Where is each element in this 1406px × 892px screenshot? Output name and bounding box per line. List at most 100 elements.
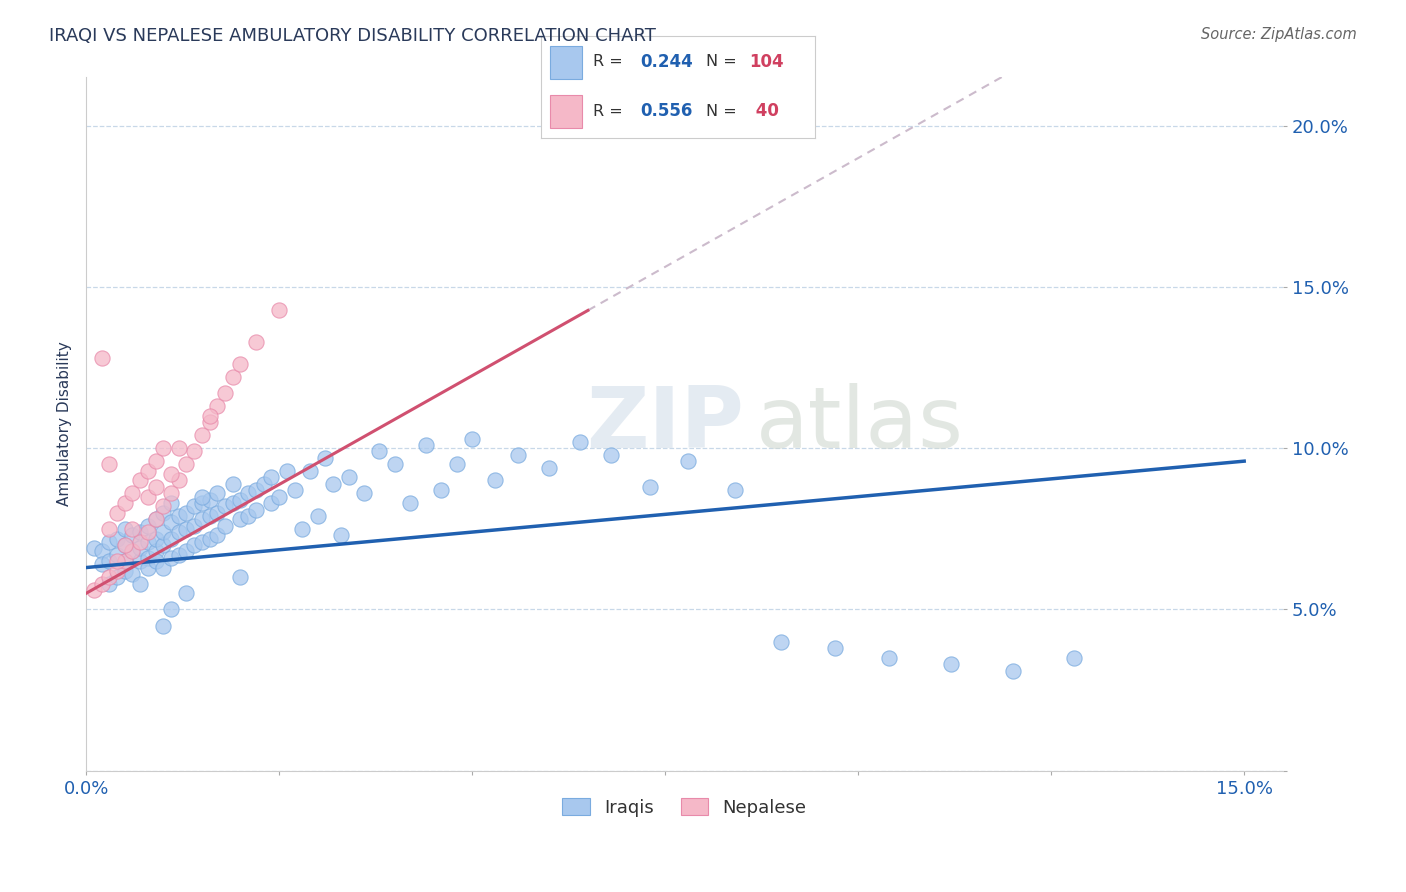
- Y-axis label: Ambulatory Disability: Ambulatory Disability: [58, 342, 72, 507]
- Point: [83, 541, 105, 556]
- Point: [260, 470, 283, 484]
- Point: [484, 474, 506, 488]
- Point: [353, 486, 375, 500]
- Point: [245, 334, 267, 349]
- Point: [145, 512, 167, 526]
- Point: [129, 525, 152, 540]
- Point: [824, 641, 846, 656]
- Point: [253, 476, 276, 491]
- Point: [83, 583, 105, 598]
- Point: [245, 502, 267, 516]
- Point: [191, 428, 214, 442]
- Point: [98, 554, 121, 568]
- Point: [191, 490, 214, 504]
- Point: [121, 522, 143, 536]
- Point: [98, 522, 121, 536]
- Point: [152, 525, 174, 540]
- Point: [238, 508, 260, 523]
- Point: [176, 586, 198, 600]
- Point: [121, 567, 143, 582]
- Point: [114, 538, 136, 552]
- Point: [183, 538, 205, 552]
- Point: [121, 544, 143, 558]
- Point: [183, 444, 205, 458]
- Point: [136, 518, 159, 533]
- Point: [183, 518, 205, 533]
- Point: [1063, 650, 1085, 665]
- Point: [238, 486, 260, 500]
- Point: [769, 634, 792, 648]
- Point: [145, 454, 167, 468]
- Point: [145, 532, 167, 546]
- Point: [152, 442, 174, 456]
- Point: [136, 525, 159, 540]
- Point: [198, 508, 221, 523]
- Point: [160, 550, 183, 565]
- Point: [145, 480, 167, 494]
- Bar: [550, 95, 582, 128]
- Point: [145, 554, 167, 568]
- Point: [136, 490, 159, 504]
- Point: [276, 464, 298, 478]
- Point: [461, 432, 484, 446]
- Point: [229, 358, 252, 372]
- Point: [939, 657, 962, 672]
- Point: [90, 558, 112, 572]
- Point: [322, 476, 344, 491]
- Point: [98, 576, 121, 591]
- Text: 0.556: 0.556: [640, 102, 692, 120]
- Point: [167, 525, 190, 540]
- Point: [105, 506, 128, 520]
- Point: [329, 528, 352, 542]
- Point: [446, 458, 468, 472]
- Point: [105, 548, 128, 562]
- Point: [152, 538, 174, 552]
- Point: [260, 496, 283, 510]
- Point: [222, 496, 245, 510]
- Point: [368, 444, 391, 458]
- Point: [145, 544, 167, 558]
- Point: [152, 618, 174, 632]
- Point: [538, 460, 561, 475]
- Point: [191, 512, 214, 526]
- Point: [176, 544, 198, 558]
- Point: [222, 370, 245, 384]
- Point: [1001, 664, 1024, 678]
- Point: [160, 532, 183, 546]
- Point: [129, 541, 152, 556]
- Point: [678, 454, 700, 468]
- Point: [229, 492, 252, 507]
- Point: [508, 448, 530, 462]
- Point: [176, 506, 198, 520]
- Point: [105, 554, 128, 568]
- Point: [129, 554, 152, 568]
- Point: [136, 464, 159, 478]
- Point: [114, 522, 136, 536]
- Point: [114, 538, 136, 552]
- Text: N =: N =: [706, 54, 742, 70]
- Point: [129, 576, 152, 591]
- Point: [222, 476, 245, 491]
- Point: [198, 416, 221, 430]
- Legend: Iraqis, Nepalese: Iraqis, Nepalese: [555, 791, 814, 824]
- Point: [384, 458, 406, 472]
- Point: [114, 554, 136, 568]
- Point: [160, 496, 183, 510]
- Point: [136, 550, 159, 565]
- Point: [167, 508, 190, 523]
- Text: 0.244: 0.244: [640, 53, 693, 70]
- Point: [207, 486, 229, 500]
- Point: [207, 400, 229, 414]
- Point: [399, 496, 422, 510]
- Point: [198, 492, 221, 507]
- Point: [105, 570, 128, 584]
- Text: N =: N =: [706, 103, 742, 119]
- Point: [267, 490, 290, 504]
- Text: ZIP: ZIP: [586, 383, 744, 466]
- Point: [160, 467, 183, 481]
- Point: [267, 302, 290, 317]
- Point: [98, 458, 121, 472]
- Text: 40: 40: [749, 102, 779, 120]
- Text: R =: R =: [593, 54, 628, 70]
- Point: [152, 560, 174, 574]
